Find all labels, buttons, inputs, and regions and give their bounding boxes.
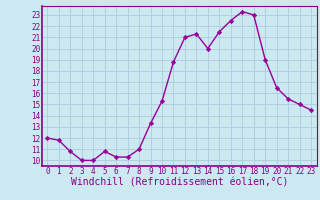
X-axis label: Windchill (Refroidissement éolien,°C): Windchill (Refroidissement éolien,°C) <box>70 178 288 188</box>
